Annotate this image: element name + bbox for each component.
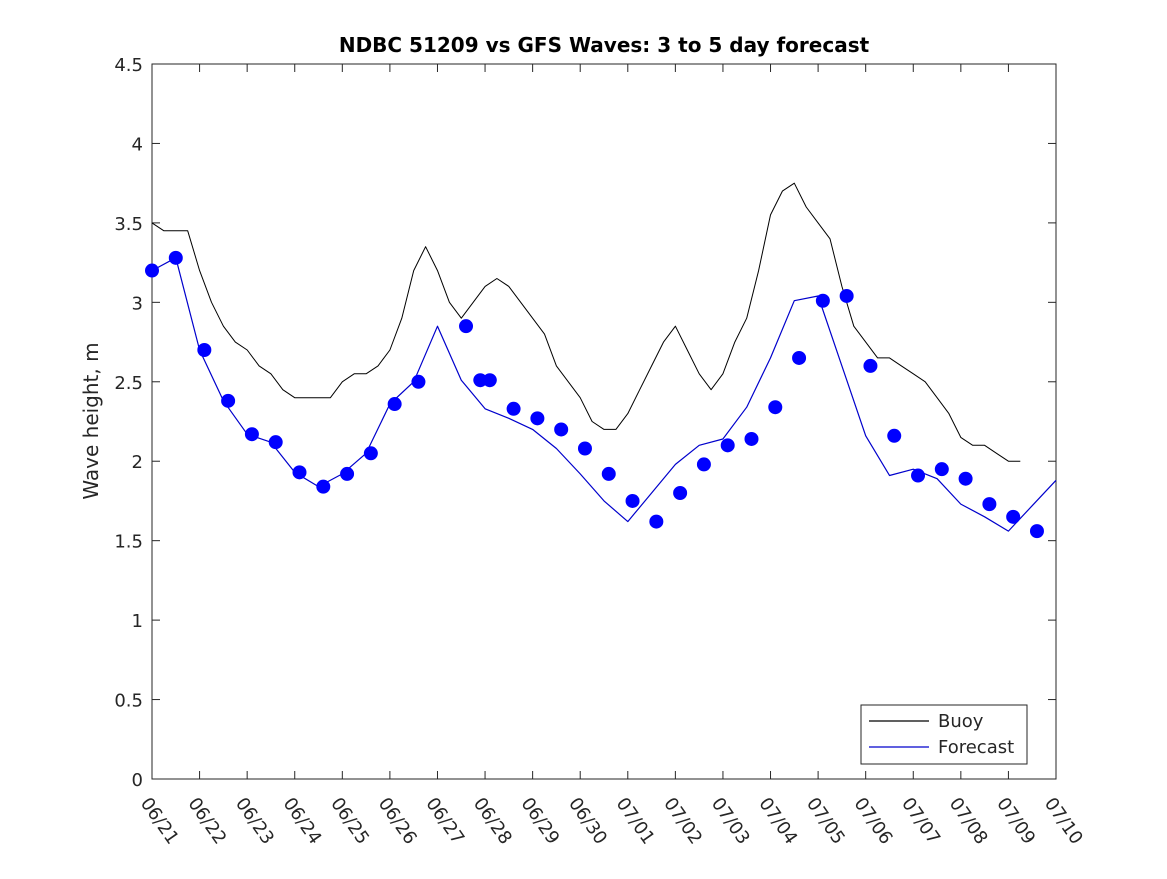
- forecast-marker: [887, 428, 902, 443]
- forecast-marker: [1006, 509, 1021, 524]
- y-tick-label: 4.5: [114, 55, 143, 76]
- forecast-marker: [459, 319, 474, 334]
- forecast-marker: [197, 343, 212, 357]
- y-tick-label: 4: [132, 134, 143, 155]
- chart-title: NDBC 51209 vs GFS Waves: 3 to 5 day fore…: [339, 33, 870, 57]
- legend-label-forecast: Forecast: [938, 737, 1014, 758]
- forecast-marker: [792, 350, 807, 365]
- forecast-marker: [744, 431, 759, 446]
- forecast-marker: [292, 465, 307, 480]
- y-tick-label: 0: [132, 770, 143, 791]
- forecast-marker: [863, 358, 878, 373]
- legend-box: [860, 704, 1028, 765]
- forecast-marker: [1029, 524, 1044, 539]
- forecast-marker: [554, 422, 569, 437]
- forecast-marker: [958, 471, 973, 486]
- forecast-marker: [387, 397, 402, 412]
- y-tick-label: 1: [132, 611, 143, 632]
- forecast-marker: [982, 497, 997, 512]
- y-axis-label: Wave height, m: [79, 342, 103, 499]
- forecast-marker: [482, 373, 497, 388]
- forecast-marker: [601, 466, 616, 481]
- forecast-marker: [839, 288, 854, 303]
- forecast-marker: [673, 486, 688, 500]
- forecast-marker: [577, 441, 592, 456]
- y-tick-label: 0.5: [114, 691, 143, 712]
- forecast-marker: [649, 514, 664, 529]
- forecast-marker: [768, 400, 783, 415]
- plot-area: [145, 182, 1057, 539]
- y-tick-label: 2: [132, 452, 143, 473]
- forecast-marker: [363, 446, 378, 461]
- forecast-marker: [168, 250, 183, 265]
- forecast-marker: [506, 401, 521, 416]
- legend: Buoy Forecast: [860, 704, 1028, 765]
- forecast-marker: [696, 457, 711, 472]
- forecast-marker: [244, 427, 259, 442]
- forecast-marker: [221, 393, 236, 408]
- y-tick-label: 2.5: [114, 373, 143, 394]
- series-line-buoy: [151, 182, 1021, 462]
- axes-box: [151, 63, 1057, 780]
- forecast-marker: [145, 263, 159, 278]
- legend-label-buoy: Buoy: [938, 711, 984, 732]
- y-tick-label: 3.5: [114, 214, 143, 235]
- forecast-marker: [720, 438, 735, 453]
- forecast-marker: [815, 293, 830, 308]
- forecast-marker: [934, 462, 949, 477]
- forecast-marker: [316, 479, 331, 494]
- forecast-marker: [268, 435, 283, 450]
- y-tick-label: 3: [132, 293, 143, 314]
- forecast-marker: [625, 493, 640, 508]
- forecast-marker: [911, 468, 926, 483]
- forecast-marker: [340, 466, 355, 481]
- forecast-marker: [530, 411, 545, 426]
- y-tick-label: 1.5: [114, 532, 143, 553]
- forecast-marker: [411, 374, 426, 389]
